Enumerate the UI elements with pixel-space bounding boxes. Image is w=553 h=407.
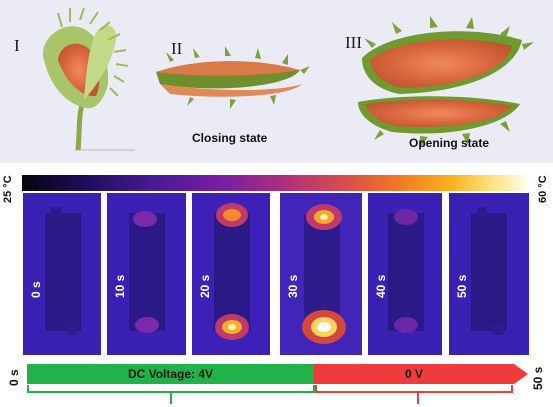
thermal-frame: 40 s bbox=[368, 193, 442, 355]
trap-stage-1-graphic bbox=[43, 7, 135, 151]
trap-stage-3-graphic bbox=[358, 16, 534, 148]
thermal-frame: 30 s bbox=[280, 193, 362, 355]
thermal-image bbox=[280, 193, 362, 355]
colorbar-min-label: 25 °C bbox=[2, 175, 14, 203]
trap-stage-2-graphic bbox=[156, 46, 310, 109]
thermal-image bbox=[107, 193, 186, 355]
frame-time-label: 10 s bbox=[113, 274, 127, 298]
frame-time-label: 30 s bbox=[286, 274, 300, 298]
stage-2-numeral: II bbox=[171, 39, 183, 58]
stage-1-numeral: I bbox=[14, 36, 20, 55]
off-phase-bracket bbox=[315, 385, 513, 393]
voltage-off-bar: 0 V bbox=[314, 364, 514, 384]
timeline-brackets bbox=[27, 364, 528, 404]
voltage-off-label: 0 V bbox=[404, 367, 423, 381]
flytrap-illustration bbox=[43, 7, 534, 151]
thermal-frame: 10 s bbox=[107, 193, 186, 355]
voltage-on-label: DC Voltage: 4V bbox=[127, 367, 214, 381]
frame-time-label: 40 s bbox=[374, 274, 388, 298]
frame-time-label: 50 s bbox=[455, 274, 469, 298]
thermal-image bbox=[368, 193, 442, 355]
frame-time-label: 20 s bbox=[198, 274, 212, 298]
thermal-image bbox=[449, 193, 529, 355]
thermal-frame: 20 s bbox=[192, 193, 270, 355]
stage-3-numeral: III bbox=[345, 33, 362, 52]
timeline-arrow-head bbox=[514, 364, 528, 384]
voltage-on-bar: DC Voltage: 4V bbox=[27, 364, 314, 384]
on-phase-bracket bbox=[27, 385, 315, 393]
colorbar-max-label: 60 °C bbox=[537, 175, 549, 203]
thermal-image bbox=[23, 193, 101, 355]
thermal-frame: 50 s bbox=[449, 193, 529, 355]
thermal-frame: 0 s bbox=[23, 193, 101, 355]
frame-time-label: 0 s bbox=[29, 281, 43, 298]
opening-state-caption: Opening state bbox=[409, 136, 490, 150]
flytrap-panel: I II III Closing state Opening state bbox=[0, 0, 553, 163]
temperature-colorbar bbox=[22, 175, 532, 191]
closing-state-caption: Closing state bbox=[192, 131, 268, 145]
thermal-image bbox=[192, 193, 270, 355]
